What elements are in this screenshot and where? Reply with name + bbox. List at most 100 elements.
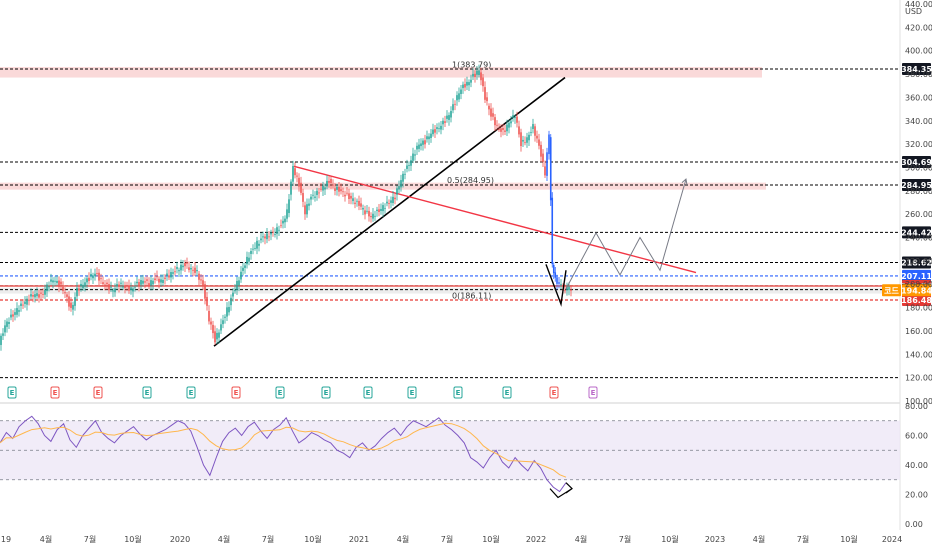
candle-body bbox=[36, 293, 38, 297]
candle-body bbox=[200, 279, 202, 281]
earnings-event-icon[interactable] bbox=[7, 386, 17, 399]
candle-body bbox=[549, 137, 552, 201]
candle-body bbox=[32, 295, 34, 297]
candle-body bbox=[204, 284, 206, 299]
price-level-tag bbox=[902, 179, 931, 192]
oscillator-tick-label: 40.00 bbox=[905, 461, 928, 470]
candle-body bbox=[564, 290, 566, 292]
candle-body bbox=[80, 283, 82, 287]
support-zone bbox=[0, 287, 900, 294]
candle-body bbox=[426, 136, 428, 140]
candle-body bbox=[56, 280, 58, 283]
earnings-event-icon[interactable] bbox=[588, 386, 598, 399]
price-level-label: 384.35 bbox=[901, 65, 932, 74]
earnings-event-label: E bbox=[591, 389, 596, 397]
candle-body bbox=[514, 117, 516, 119]
earnings-event-icon[interactable] bbox=[50, 386, 60, 399]
candle-body bbox=[278, 229, 280, 231]
candle-body bbox=[188, 267, 190, 270]
candle-body bbox=[330, 178, 332, 184]
candle-body bbox=[438, 128, 440, 130]
candle-body bbox=[74, 297, 76, 306]
earnings-event-icon[interactable] bbox=[407, 386, 417, 399]
earnings-event-icon[interactable] bbox=[321, 386, 331, 399]
candle-body bbox=[158, 278, 160, 283]
candle-body bbox=[70, 302, 72, 308]
time-tick-label: 10월 bbox=[124, 534, 142, 544]
candle-body bbox=[418, 144, 420, 149]
candle-body bbox=[8, 322, 10, 324]
time-tick-label: 4월 bbox=[575, 534, 587, 544]
candle-body bbox=[64, 292, 66, 294]
time-tick-label: 4월 bbox=[397, 534, 409, 544]
candle-body bbox=[252, 248, 254, 250]
candle-body bbox=[152, 280, 154, 285]
earnings-event-label: E bbox=[96, 389, 101, 397]
candle-body bbox=[376, 209, 378, 212]
earnings-event-icon[interactable] bbox=[275, 386, 285, 399]
candle-body bbox=[534, 126, 536, 136]
candle-body bbox=[54, 280, 56, 282]
candle-body bbox=[554, 272, 557, 278]
candle-body bbox=[548, 134, 550, 155]
candle-body bbox=[356, 200, 358, 202]
candle-body bbox=[482, 77, 484, 87]
candle-body bbox=[68, 296, 70, 307]
earnings-event-icon[interactable] bbox=[93, 386, 103, 399]
candle-body bbox=[156, 275, 158, 278]
candle-body bbox=[20, 303, 22, 306]
candle-body bbox=[494, 117, 496, 126]
oscillator-arrowhead-icon bbox=[565, 482, 573, 494]
candle-body bbox=[78, 288, 80, 291]
time-tick-label: 2023 bbox=[705, 535, 725, 544]
earnings-event-icon[interactable] bbox=[453, 386, 463, 399]
candle-body bbox=[284, 218, 286, 223]
earnings-event-icon[interactable] bbox=[363, 386, 373, 399]
time-tick-label: 7월 bbox=[441, 534, 453, 544]
candle-body bbox=[520, 132, 522, 147]
candle-body bbox=[522, 139, 524, 142]
candle-body bbox=[352, 198, 354, 202]
candle-body bbox=[266, 233, 268, 240]
earnings-event-label: E bbox=[53, 389, 58, 397]
earnings-event-icon[interactable] bbox=[231, 386, 241, 399]
price-level-label: 218.62 bbox=[901, 258, 932, 267]
candle-body bbox=[384, 207, 386, 209]
candle-body bbox=[318, 192, 320, 194]
candle-body bbox=[220, 324, 222, 331]
earnings-event-icon[interactable] bbox=[502, 386, 512, 399]
earnings-event-label: E bbox=[366, 389, 371, 397]
candle-body bbox=[228, 306, 230, 313]
time-tick-label: 4월 bbox=[753, 534, 765, 544]
oscillator-tick-label: 20.00 bbox=[905, 491, 928, 500]
candle-body bbox=[390, 200, 392, 203]
candle-body bbox=[174, 271, 176, 273]
candle-body bbox=[488, 105, 490, 110]
candle-body bbox=[246, 256, 248, 265]
candle-body bbox=[110, 286, 112, 288]
candle-body bbox=[218, 332, 220, 338]
candle-body bbox=[166, 273, 168, 276]
candle-body bbox=[454, 103, 456, 105]
resistance-zone bbox=[0, 67, 762, 78]
candle-body bbox=[118, 284, 120, 287]
earnings-event-icon[interactable] bbox=[186, 386, 196, 399]
earnings-event-icon[interactable] bbox=[142, 386, 152, 399]
earnings-event-icon[interactable] bbox=[549, 386, 559, 399]
oscillator-tick-label: 80.00 bbox=[905, 402, 928, 411]
candle-body bbox=[58, 280, 60, 287]
candle-body bbox=[334, 188, 336, 192]
candle-body bbox=[312, 194, 314, 196]
candle-body bbox=[138, 282, 140, 286]
candle-body bbox=[478, 70, 480, 75]
candle-body bbox=[42, 293, 44, 295]
candle-body bbox=[396, 188, 398, 195]
candle-body bbox=[84, 282, 86, 287]
candle-body bbox=[100, 278, 102, 280]
candle-body bbox=[140, 280, 142, 285]
candle-body bbox=[180, 264, 182, 271]
candle-body bbox=[132, 288, 134, 292]
candle-body bbox=[458, 93, 460, 100]
candle-body bbox=[256, 240, 258, 249]
